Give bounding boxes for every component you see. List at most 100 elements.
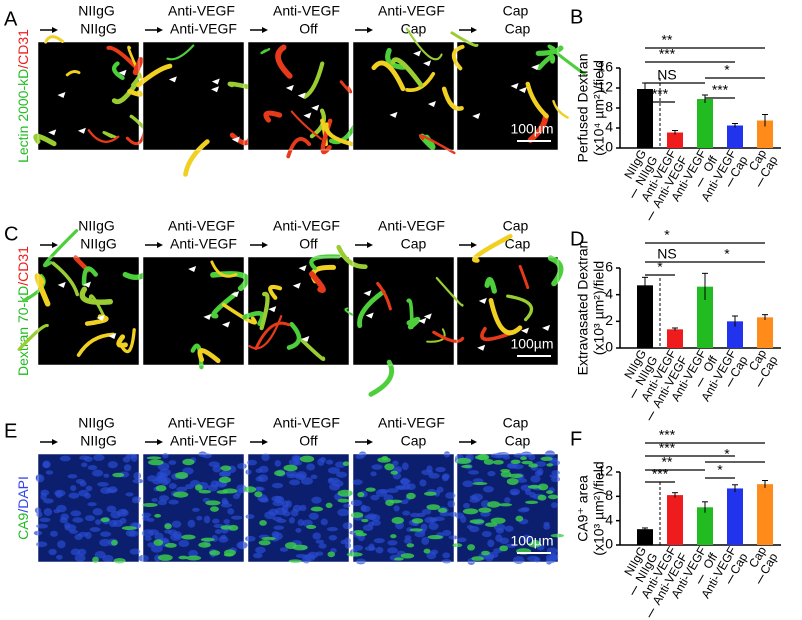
y-tick-label: 4	[605, 285, 613, 301]
vessel	[190, 343, 204, 370]
significance-label: NS	[657, 246, 676, 262]
micrograph	[432, 233, 564, 366]
vessel	[221, 302, 258, 325]
nucleus	[393, 505, 400, 512]
stain	[111, 539, 118, 546]
nucleus	[264, 511, 276, 520]
vessel	[76, 332, 116, 357]
micrograph	[244, 453, 353, 564]
micrograph-bg	[248, 42, 349, 150]
side-label-part: Dextran 70-kD	[15, 286, 31, 376]
stain	[210, 506, 219, 512]
vessel	[81, 266, 98, 287]
nucleus	[67, 474, 78, 479]
stain	[254, 491, 263, 498]
stain	[510, 459, 521, 464]
nucleus	[426, 465, 433, 473]
nucleus	[320, 456, 327, 463]
clip-border	[456, 453, 559, 563]
nucleus	[421, 508, 432, 515]
nucleus	[81, 462, 88, 468]
stain	[406, 543, 415, 548]
header-line: NIIgG	[78, 3, 115, 19]
nucleus	[506, 463, 516, 469]
nucleus	[295, 528, 302, 533]
nucleus	[45, 470, 54, 475]
nucleus	[184, 483, 194, 490]
arrow-head	[367, 242, 373, 248]
nucleus	[315, 539, 325, 544]
stain	[147, 459, 164, 466]
stain	[390, 534, 397, 539]
y-axis-label: (x10³ µm²)/field	[591, 261, 607, 355]
arrowhead-marker	[478, 297, 487, 304]
stain	[499, 545, 508, 552]
nucleus	[468, 470, 480, 475]
nucleus	[436, 486, 444, 493]
nucleus	[399, 478, 411, 484]
stain	[528, 463, 538, 468]
vessel	[426, 328, 446, 343]
stain	[218, 476, 231, 483]
nucleus	[43, 508, 53, 516]
y-tick-label: 2	[605, 312, 613, 328]
nucleus	[375, 546, 384, 554]
bar	[697, 507, 713, 545]
nucleus	[132, 478, 144, 484]
arrowhead-marker	[303, 112, 312, 119]
nucleus	[151, 497, 158, 503]
vessel	[210, 260, 238, 278]
stain	[550, 533, 565, 538]
category-arrow	[697, 377, 704, 387]
significance-label: ***	[659, 440, 676, 456]
vessel	[286, 137, 312, 159]
bar	[697, 286, 713, 348]
stain	[365, 487, 376, 492]
vessel	[166, 44, 195, 61]
arrowhead-marker	[365, 312, 374, 319]
panel-label: B	[570, 6, 583, 28]
stain	[471, 556, 484, 561]
nucleus	[36, 523, 49, 529]
nucleus	[337, 508, 350, 517]
vessel	[506, 294, 534, 322]
arrowhead-marker	[231, 136, 240, 143]
nucleus	[246, 459, 258, 466]
nucleus	[296, 471, 307, 479]
side-label: CA9/DAPI	[15, 476, 31, 540]
nucleus	[528, 453, 536, 461]
arrowhead-marker	[285, 84, 294, 91]
nucleus	[231, 515, 243, 520]
micrograph	[138, 451, 248, 563]
nucleus	[419, 479, 427, 487]
nucleus	[424, 516, 436, 524]
vessel	[339, 80, 353, 94]
arrow-head	[157, 27, 163, 33]
significance-label: *	[724, 62, 730, 78]
bar	[667, 132, 683, 148]
nucleus	[328, 534, 338, 541]
vessel	[419, 133, 436, 151]
stain	[483, 459, 494, 465]
category-arrow	[697, 177, 704, 187]
arrowhead-marker	[57, 281, 66, 288]
y-axis-label: (x10⁴ µm²)/field	[591, 60, 607, 156]
vessel	[79, 286, 114, 305]
nucleus	[344, 542, 351, 549]
nucleus	[187, 519, 196, 528]
arrowhead-marker	[292, 282, 301, 289]
y-tick-label: 4	[605, 511, 613, 527]
header-line: Anti-VEGF	[168, 3, 235, 19]
bar	[727, 321, 743, 348]
stain	[164, 543, 177, 548]
nucleus	[54, 489, 66, 497]
nucleus	[364, 514, 375, 520]
micrograph	[346, 451, 458, 565]
vessel	[488, 297, 523, 336]
arrowhead-marker	[96, 314, 105, 321]
y-tick-label: 8	[605, 99, 613, 115]
nucleus	[64, 524, 77, 532]
header-line: Anti-VEGF	[168, 415, 235, 431]
nucleus	[84, 456, 93, 463]
clip-border	[352, 453, 455, 563]
